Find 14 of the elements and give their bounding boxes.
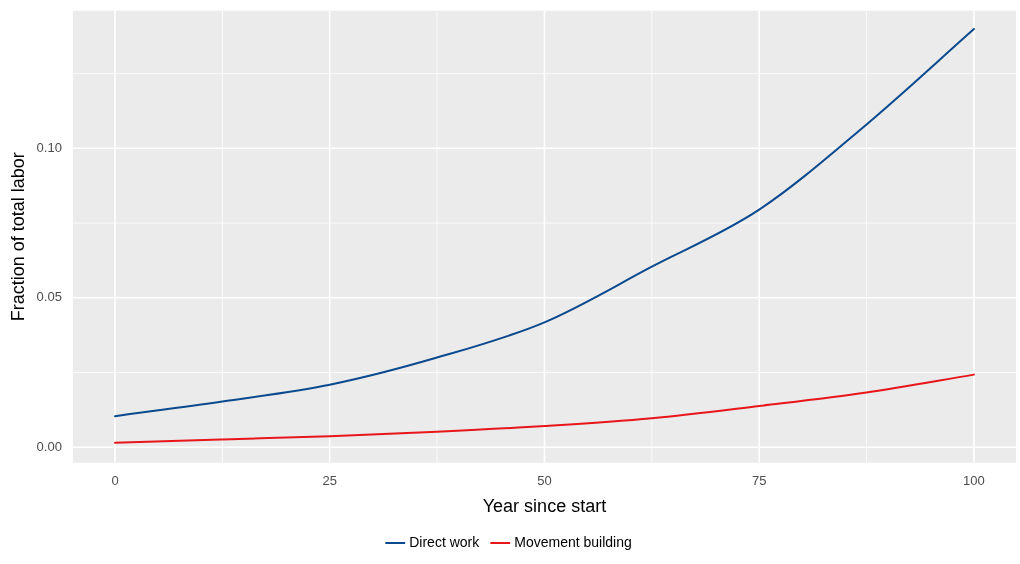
legend-label: Movement building xyxy=(514,533,632,550)
y-tick-label: 0.05 xyxy=(36,289,62,305)
x-axis-title: Year since start xyxy=(482,496,607,517)
y-tick-label: 0.10 xyxy=(36,139,62,155)
line-series xyxy=(113,373,975,444)
y-tick-label: 0.00 xyxy=(36,438,62,454)
x-tick-label: 25 xyxy=(322,473,337,489)
x-tick-label: 100 xyxy=(963,473,985,489)
line-series xyxy=(113,28,975,418)
legend-label: Direct work xyxy=(409,533,481,550)
x-tick-label: 0 xyxy=(111,473,119,489)
y-axis-title: Fraction of total labor xyxy=(7,152,28,322)
x-tick-label: 75 xyxy=(751,473,767,489)
x-tick-label: 50 xyxy=(537,473,552,489)
